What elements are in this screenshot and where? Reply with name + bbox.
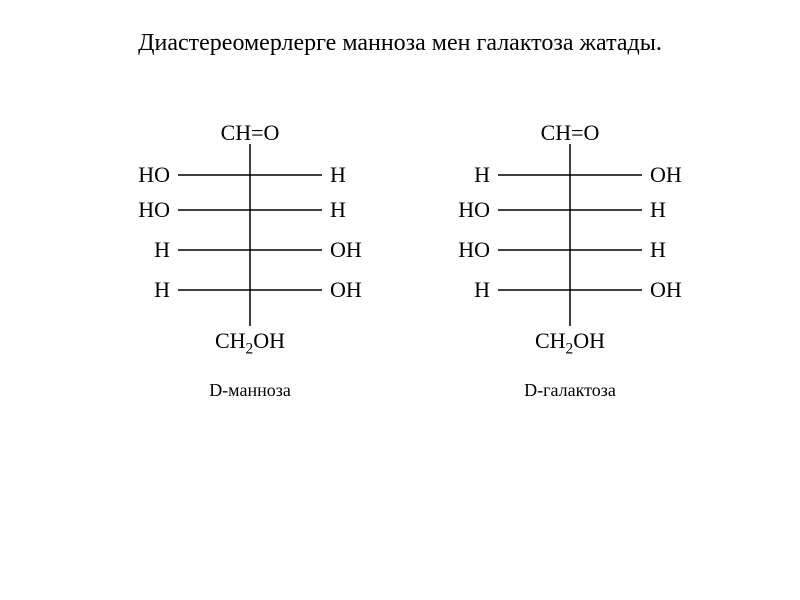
c2-right-substituent: OH <box>650 164 682 186</box>
page-title: Диастереомерлерге манноза мен галактоза … <box>0 30 800 57</box>
c3-left-substituent: HO <box>458 199 490 221</box>
c3-right-substituent: H <box>650 199 666 221</box>
c2-right-substituent: H <box>330 164 346 186</box>
structure-caption: D-манноза <box>130 380 370 401</box>
carbon-6-terminal: CH2OH <box>130 328 370 358</box>
fischer-structure-galactose: CH=O H OH HO H HO H H OH CH2OH D-галакто… <box>450 120 690 420</box>
c5-right-substituent: OH <box>650 279 682 301</box>
fischer-structure-mannose: CH=O HO H HO H H OH H OH CH2OH D-манноза <box>130 120 370 420</box>
c4-left-substituent: HO <box>458 239 490 261</box>
bottom-pre: CH <box>535 328 566 353</box>
c2-left-substituent: HO <box>138 164 170 186</box>
carbon-1-aldehyde: CH=O <box>450 120 690 146</box>
c5-left-substituent: H <box>154 279 170 301</box>
c3-left-substituent: HO <box>138 199 170 221</box>
c5-left-substituent: H <box>474 279 490 301</box>
c3-right-substituent: H <box>330 199 346 221</box>
page: Диастереомерлерге манноза мен галактоза … <box>0 0 800 600</box>
c5-right-substituent: OH <box>330 279 362 301</box>
c4-right-substituent: OH <box>330 239 362 261</box>
c4-right-substituent: H <box>650 239 666 261</box>
carbon-6-terminal: CH2OH <box>450 328 690 358</box>
bottom-post: OH <box>253 328 285 353</box>
bottom-post: OH <box>573 328 605 353</box>
bottom-pre: CH <box>215 328 246 353</box>
c4-left-substituent: H <box>154 239 170 261</box>
structure-caption: D-галактоза <box>450 380 690 401</box>
carbon-1-aldehyde: CH=O <box>130 120 370 146</box>
c2-left-substituent: H <box>474 164 490 186</box>
